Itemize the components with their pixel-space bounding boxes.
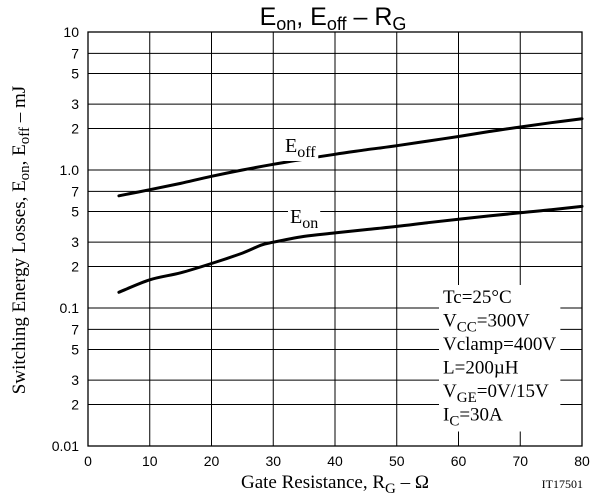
- conditions-box-bg: [439, 285, 561, 432]
- y-axis-label: Switching Energy Losses, Eon, Eoff – mJ: [9, 86, 33, 394]
- plot-frame: [87, 31, 583, 447]
- condition-line: Tc=25°C: [443, 287, 512, 308]
- eon-curve-label: Eon: [290, 206, 318, 232]
- y-tick-label: 2: [71, 396, 79, 412]
- x-tick-label: 50: [389, 453, 405, 469]
- condition-line: IC=30A: [443, 405, 503, 430]
- x-axis-label: Gate Resistance, RG – Ω: [241, 472, 429, 497]
- y-axis-ticks: 10 7 5 3 2 1.0 7 5 3 2 0.1 7 5 3 2 0.01: [52, 24, 79, 454]
- eon-curve: [117, 204, 584, 294]
- y-tick-label: 5: [71, 66, 79, 82]
- y-tick-label: 7: [71, 321, 79, 337]
- y-tick-label: 2: [71, 258, 79, 274]
- y-tick-label: 7: [71, 183, 79, 199]
- y-tick-label: 10: [63, 24, 79, 40]
- x-tick-label: 30: [265, 453, 281, 469]
- curves: [117, 117, 584, 294]
- condition-line: VCC=300V: [443, 311, 530, 336]
- x-tick-label: 40: [327, 453, 343, 469]
- y-tick-label: 0.01: [52, 438, 79, 454]
- y-tick-label: 3: [71, 96, 79, 112]
- condition-line: L=200µH: [443, 358, 519, 379]
- y-tick-label: 5: [71, 342, 79, 358]
- x-tick-label: 20: [204, 453, 220, 469]
- y-tick-label: 0.1: [60, 300, 80, 316]
- condition-line: VGE=0V/15V: [443, 381, 549, 406]
- x-tick-label: 10: [142, 453, 158, 469]
- y-tick-label: 1.0: [60, 162, 80, 178]
- y-tick-label: 3: [71, 234, 79, 250]
- figure-code: IT17501: [542, 477, 583, 491]
- x-tick-label: 80: [574, 453, 590, 469]
- x-tick-label: 60: [451, 453, 467, 469]
- curve-label-bg: [283, 135, 319, 161]
- condition-line: Vclamp=400V: [443, 334, 556, 355]
- x-axis-ticks: 0 10 20 30 40 50 60 70 80: [84, 453, 590, 469]
- x-tick-label: 70: [512, 453, 528, 469]
- y-tick-label: 5: [71, 204, 79, 220]
- y-tick-label: 2: [71, 120, 79, 136]
- y-tick-label: 7: [71, 45, 79, 61]
- x-tick-label: 0: [84, 453, 92, 469]
- chart-title: Eon, Eoff – RG: [260, 3, 407, 34]
- curve-label-bg: [288, 206, 321, 232]
- eoff-curve-label: Eoff: [285, 135, 316, 161]
- y-tick-label: 3: [71, 372, 79, 388]
- eoff-curve: [117, 117, 584, 198]
